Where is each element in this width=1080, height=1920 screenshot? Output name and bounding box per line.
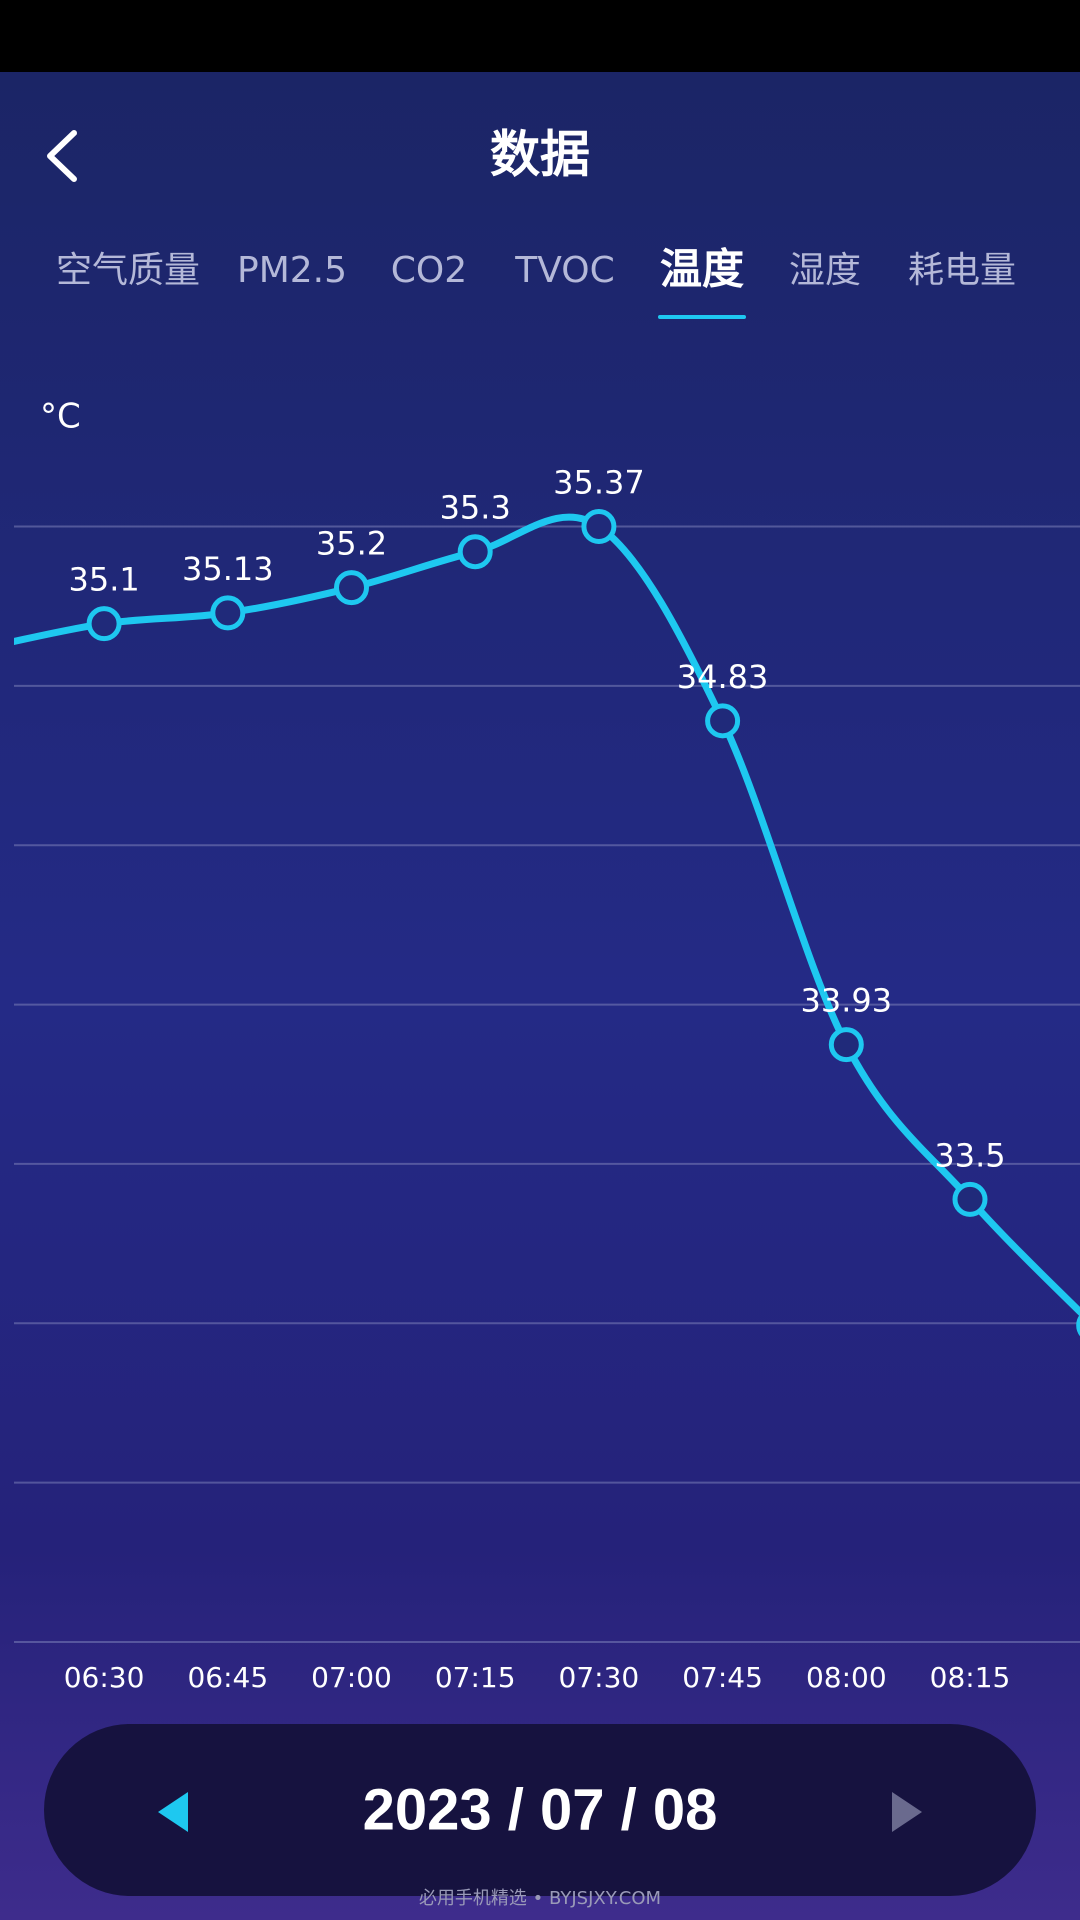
- point-marker: [334, 570, 369, 606]
- point-marker: [828, 1027, 864, 1063]
- x-tick-label: 08:15: [930, 1661, 1011, 1694]
- prev-day[interactable]: [158, 1792, 188, 1832]
- tab[interactable]: 湿度: [789, 250, 861, 291]
- x-tick-label: 07:30: [559, 1661, 640, 1694]
- data-label: 33.5: [934, 1136, 1005, 1174]
- point-marker: [210, 595, 246, 631]
- plot-area: 35.1 35.13 35.2 35.3 35.37 34.83 33.93 33.5: [14, 464, 1080, 1337]
- tab[interactable]: 空气质量: [56, 250, 200, 291]
- data-label: 35.2: [316, 525, 387, 563]
- point-marker: [457, 534, 493, 570]
- tab[interactable]: 温度: [660, 245, 744, 294]
- x-tick-label: 08:00: [806, 1661, 887, 1694]
- tab[interactable]: CO2: [391, 250, 467, 291]
- tab-indicator: [658, 315, 746, 319]
- data-label: 34.83: [677, 658, 769, 696]
- status-bar: [0, 0, 1080, 72]
- next-day[interactable]: [892, 1792, 922, 1832]
- point-marker: [86, 606, 122, 642]
- y-unit: °C: [40, 397, 81, 437]
- tab[interactable]: 耗电量: [908, 250, 1016, 291]
- x-tick-label: 06:45: [187, 1661, 268, 1694]
- watermark: 必用手机精选 • BYJSJXY.COM: [419, 1888, 661, 1909]
- point-marker: [952, 1181, 988, 1217]
- x-tick-label: 07:00: [311, 1661, 392, 1694]
- data-label: 35.37: [553, 464, 645, 502]
- data-label: 35.1: [68, 561, 139, 599]
- tab[interactable]: TVOC: [514, 250, 614, 291]
- point-marker: [581, 509, 617, 544]
- date: 2023 / 07 / 08: [363, 1777, 718, 1842]
- data-label: 35.3: [440, 489, 511, 527]
- x-tick-label: 06:30: [64, 1661, 145, 1694]
- x-tick-label: 07:45: [682, 1661, 763, 1694]
- x-tick-label: 07:15: [435, 1661, 516, 1694]
- tab[interactable]: PM2.5: [237, 250, 347, 291]
- data-label: 35.13: [182, 550, 274, 588]
- data-label: 33.93: [800, 982, 892, 1020]
- date-bar: [44, 1724, 1036, 1896]
- background: [0, 72, 1080, 1920]
- point-marker: [705, 703, 741, 739]
- tab-bar: 空气质量 PM2.5 CO2 TVOC 温度 湿度 耗电量: [56, 245, 1016, 319]
- page-title: 数据: [490, 126, 590, 184]
- back-button[interactable]: [47, 130, 77, 182]
- chart: 35.1 35.13 35.2 35.3 35.37 34.83 33.93 33.5 06:3…: [14, 464, 1080, 1694]
